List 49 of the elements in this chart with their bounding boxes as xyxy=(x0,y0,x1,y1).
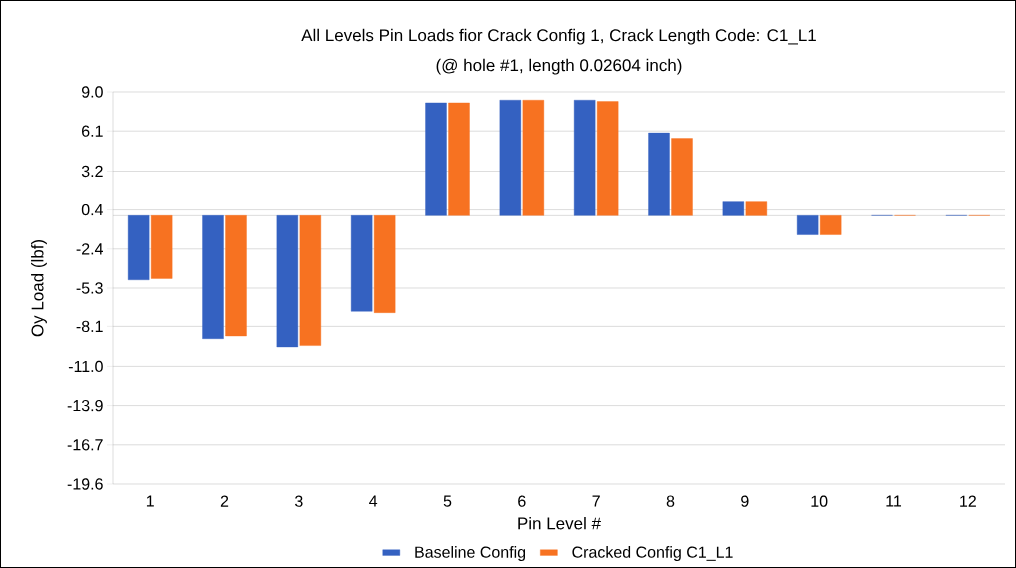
x-tick-label: 1 xyxy=(146,495,154,507)
x-tick-label: 5 xyxy=(443,495,452,507)
x-tick-label: 9 xyxy=(741,495,749,507)
chart-subtitle: (@ hole #1, length 0.02604 inch) xyxy=(436,58,682,75)
y-tick-label: -16.7 xyxy=(67,439,103,451)
x-tick-label: 10 xyxy=(811,495,828,507)
x-tick-label: 12 xyxy=(960,495,976,507)
y-tick-label: -13.9 xyxy=(67,399,103,412)
bar xyxy=(150,215,173,279)
bar xyxy=(745,201,768,216)
y-tick-label: 3.2 xyxy=(81,165,103,178)
y-axis-title: Oy Load (lbf) xyxy=(31,239,47,337)
bar xyxy=(202,215,224,339)
bar xyxy=(522,100,545,216)
bar xyxy=(373,215,396,313)
bar xyxy=(596,101,619,216)
x-tick-label: 11 xyxy=(886,495,902,507)
y-tick-label: 9.0 xyxy=(81,86,103,98)
x-tick-label: 6 xyxy=(518,495,526,507)
y-tick-label: -11.0 xyxy=(68,360,103,373)
x-tick-label: 7 xyxy=(592,495,600,507)
bar xyxy=(350,215,373,312)
x-tick-label: 8 xyxy=(666,495,675,507)
bar xyxy=(425,102,447,216)
y-tick-label: -5.3 xyxy=(76,282,103,294)
bar xyxy=(671,138,693,216)
bar xyxy=(225,215,247,337)
chart-title: All Levels Pin Loads fior Crack Config 1, Crack Length Code: C1_L1 xyxy=(301,28,816,45)
bar xyxy=(722,201,745,216)
bar xyxy=(276,215,299,348)
bar xyxy=(499,100,522,216)
y-tick-label: -19.6 xyxy=(67,478,103,490)
y-tick-label: -2.4 xyxy=(76,243,103,255)
x-tick-label: 4 xyxy=(369,495,378,507)
legend-label: Baseline Config xyxy=(415,546,526,561)
y-tick-label: 0.4 xyxy=(81,203,103,216)
bar xyxy=(796,215,819,235)
x-axis-title: Pin Level # xyxy=(518,516,601,530)
y-tick-label: 6.1 xyxy=(82,125,103,137)
x-tick-label: 3 xyxy=(295,495,303,507)
bar xyxy=(299,215,322,346)
bar xyxy=(648,132,670,216)
y-tick-label: -8.1 xyxy=(76,320,103,333)
bar xyxy=(573,100,596,216)
bar xyxy=(127,215,150,280)
bar xyxy=(448,102,470,216)
x-tick-label: 2 xyxy=(220,495,229,507)
bar xyxy=(819,215,842,235)
legend-label: Cracked Config C1_L1 xyxy=(572,546,733,561)
